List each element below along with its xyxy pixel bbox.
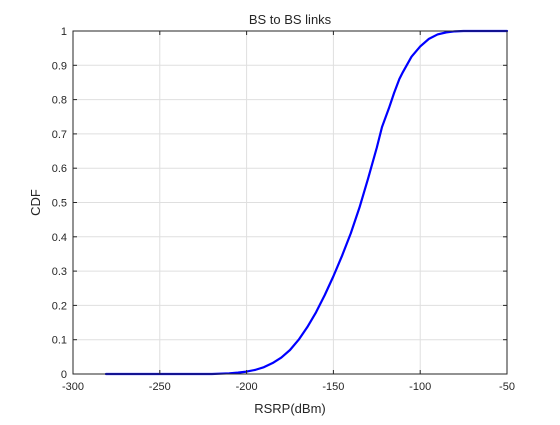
tick-marks (72, 30, 508, 375)
x-tick-label: -250 (149, 381, 171, 393)
y-tick-label: 0.4 (52, 232, 67, 244)
x-tick-label: -300 (62, 381, 84, 393)
y-tick-label: 0.1 (52, 335, 67, 347)
y-tick-label: 0 (61, 369, 67, 381)
y-axis-label: CDF (28, 189, 43, 216)
chart-title: BS to BS links (249, 12, 332, 27)
y-tick-label: 1 (61, 26, 67, 38)
y-tick-label: 0.7 (52, 129, 67, 141)
y-tick-label: 0.8 (52, 95, 67, 107)
y-tick-label: 0.6 (52, 163, 67, 175)
x-tick-label: -200 (236, 381, 258, 393)
x-tick-label: -150 (322, 381, 344, 393)
y-tick-label: 0.9 (52, 60, 67, 72)
x-tick-label: -50 (499, 381, 515, 393)
grid-lines (72, 30, 508, 375)
y-tick-label: 0.2 (52, 300, 67, 312)
x-axis-label: RSRP(dBm) (254, 401, 326, 416)
x-tick-labels: -300 -250 -200 -150 -100 -50 (62, 381, 515, 393)
y-tick-label: 0.3 (52, 266, 67, 278)
x-tick-label: -100 (409, 381, 431, 393)
y-tick-labels: 0 0.1 0.2 0.3 0.4 0.5 0.6 0.7 0.8 0.9 1 (52, 26, 67, 381)
y-tick-label: 0.5 (52, 198, 67, 210)
